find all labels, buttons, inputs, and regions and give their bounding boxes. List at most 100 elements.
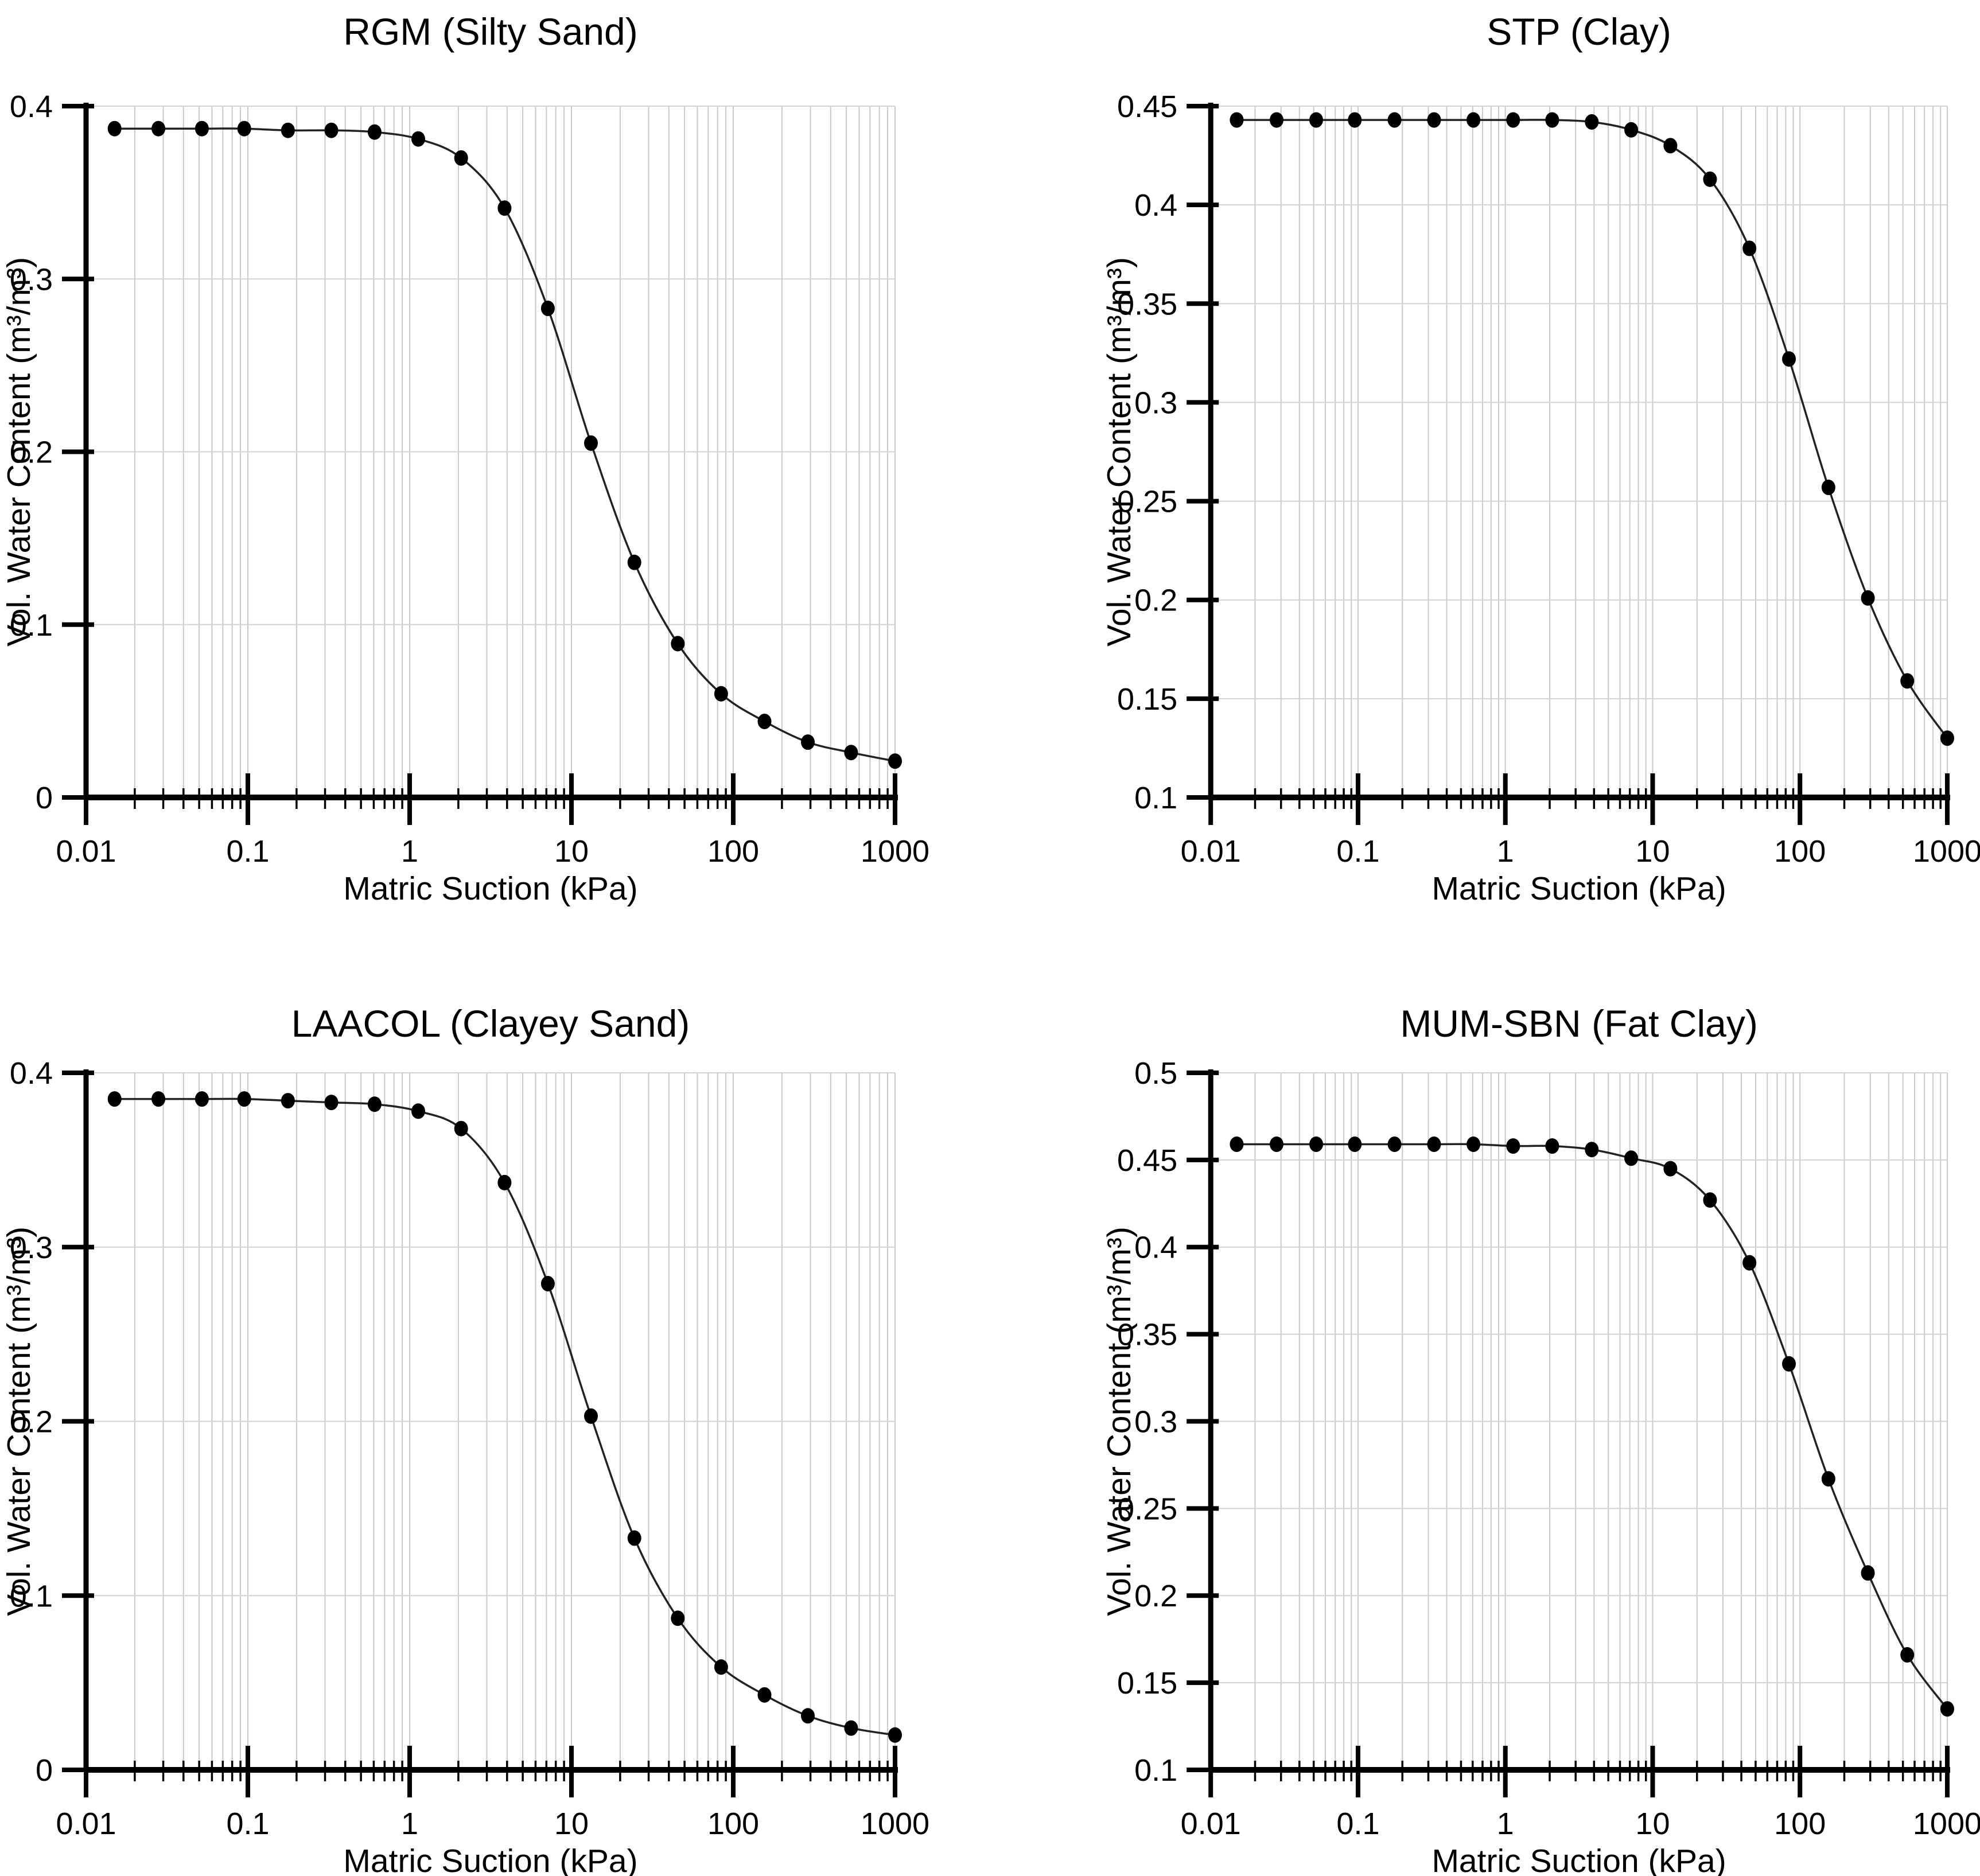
y-tick-label: 0.4: [10, 89, 53, 124]
data-point: [1348, 112, 1362, 128]
data-point: [1624, 1150, 1639, 1166]
x-ticks: [1208, 1746, 1950, 1797]
data-point: [1545, 112, 1559, 128]
x-tick-labels: 0.01 0.1 1 10 100 1000: [1181, 834, 1980, 869]
y-tick-label: 0.3: [1134, 386, 1177, 420]
x-tick-label: 100: [707, 834, 759, 869]
x-tick-label: 10: [554, 834, 589, 869]
x-gridlines: [1254, 106, 1948, 797]
chart-canvas-stp: 0.01 0.1 1 10 100 10000.10.150.20.250.30.350.…: [1101, 10, 1980, 907]
x-tick-label: 1: [1497, 1807, 1514, 1841]
data-point: [1782, 1356, 1796, 1372]
y-tick-labels: 0.1 0.15 0.2 0.25 0.3 0.35 0.4 0.45: [1117, 89, 1177, 815]
data-point: [1940, 1701, 1954, 1717]
chart-title: LAACOL (Clayey Sand): [291, 1002, 690, 1045]
x-tick-label: 0.1: [1336, 1807, 1379, 1841]
y-gridlines: [1211, 1072, 1947, 1770]
y-tick-label: 0.1: [1134, 781, 1177, 815]
data-points: [107, 120, 902, 769]
data-point: [1821, 480, 1835, 495]
x-tick-label: 0.1: [226, 834, 269, 869]
y-gridlines: [1211, 106, 1947, 798]
y-tick-label: 0.15: [1117, 1666, 1177, 1700]
y-gridlines: [86, 1072, 895, 1770]
y-ticks: [62, 104, 94, 800]
data-points: [1230, 1137, 1954, 1717]
data-point: [1821, 1471, 1835, 1487]
data-point: [367, 124, 382, 140]
y-tick-label: 0.2: [1134, 583, 1177, 618]
y-tick-label: 0.15: [1117, 682, 1177, 717]
x-tick-label: 10: [1635, 834, 1670, 869]
y-axis-label: Vol. Water Content (m³/m³): [1101, 257, 1138, 647]
chart-title: STP (Clay): [1487, 10, 1671, 53]
data-point: [1506, 112, 1520, 128]
data-point: [627, 554, 641, 570]
y-tick-label: 0.2: [10, 1405, 53, 1439]
y-ticks: [1187, 104, 1219, 800]
data-point: [757, 1687, 772, 1703]
data-point: [1230, 1137, 1244, 1152]
data-point: [195, 1091, 209, 1107]
data-point: [1900, 673, 1915, 689]
data-point: [237, 120, 251, 137]
x-tick-label: 0.01: [1181, 1807, 1241, 1841]
x-tick-label: 0.01: [1181, 834, 1241, 869]
y-tick-label: 0.35: [1117, 1318, 1177, 1352]
data-point: [454, 1120, 468, 1137]
data-point: [237, 1091, 251, 1107]
chart-stp-clay: 0.01 0.1 1 10 100 1000 0.1 0.15 0.2 0.25 0.3 0.35 0.…: [990, 0, 1980, 938]
data-point: [844, 745, 858, 761]
y-tick-labels: 0 0.1 0.2 0.3 0.4: [10, 89, 53, 815]
data-point: [324, 122, 339, 138]
x-ticks: [84, 773, 897, 825]
data-point: [107, 1091, 122, 1107]
y-tick-label: 0.3: [1134, 1405, 1177, 1439]
x-tick-label: 1: [401, 1807, 418, 1841]
y-ticks: [1187, 1071, 1219, 1772]
x-tick-labels: 0.01 0.1 1 10 100 1000: [56, 834, 929, 869]
data-point: [281, 122, 295, 138]
data-point: [411, 1103, 425, 1119]
data-point: [888, 753, 902, 769]
data-point: [1742, 240, 1757, 256]
x-tick-label: 0.01: [56, 1807, 116, 1841]
y-tick-labels: 0.1 0.15 0.2 0.25 0.3 0.35 0.4 0.45 0.5: [1117, 1056, 1177, 1788]
data-point: [714, 686, 728, 702]
data-point: [1940, 730, 1954, 746]
data-point: [1782, 351, 1796, 367]
data-point: [1466, 112, 1481, 128]
data-point: [1545, 1138, 1559, 1154]
y-tick-label: 0.3: [10, 1231, 53, 1265]
x-tick-label: 10: [554, 1807, 589, 1841]
y-tick-label: 0.35: [1117, 287, 1177, 321]
x-tick-label: 1: [1497, 834, 1514, 869]
data-point: [844, 1720, 858, 1736]
x-tick-label: 0.1: [226, 1807, 269, 1841]
data-point: [627, 1530, 641, 1546]
data-point: [281, 1093, 295, 1109]
data-point: [671, 636, 685, 652]
data-point: [801, 1708, 815, 1724]
y-tick-label: 0: [36, 1753, 53, 1788]
data-point: [1309, 112, 1324, 128]
data-point: [1861, 590, 1875, 606]
x-tick-label: 1000: [1913, 1807, 1980, 1841]
fitted-curve: [114, 127, 896, 762]
data-point: [107, 120, 122, 137]
x-axis-label: Matric Suction (kPa): [1431, 870, 1726, 907]
data-point: [1703, 171, 1717, 187]
y-tick-label: 0.45: [1117, 89, 1177, 124]
data-point: [1900, 1647, 1915, 1663]
x-tick-label: 1: [401, 834, 418, 869]
data-point: [1427, 1137, 1441, 1152]
x-axis-label: Matric Suction (kPa): [343, 870, 637, 907]
chart-title: RGM (Silty Sand): [343, 10, 637, 53]
chart-rgm-silty-sand: 0.01 0.1 1 10 100 1000 0 0.1 0.2 0.3 0.4 RGM (Silty…: [0, 0, 990, 938]
data-point: [1624, 122, 1639, 138]
data-point: [888, 1727, 902, 1743]
data-point: [1269, 112, 1283, 128]
y-tick-label: 0.3: [10, 262, 53, 297]
data-point: [1742, 1255, 1757, 1271]
